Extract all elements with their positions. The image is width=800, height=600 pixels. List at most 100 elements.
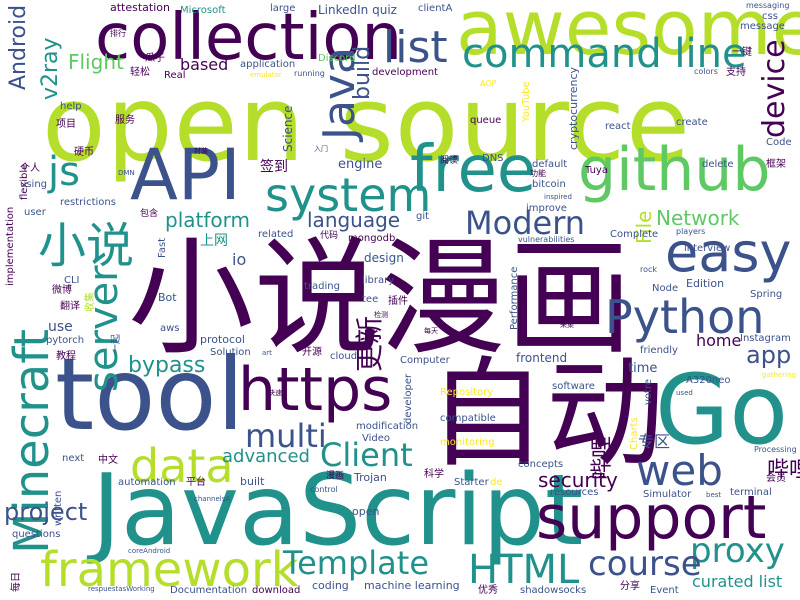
word-dmn: DMN [118, 169, 135, 177]
word-protocol: protocol [200, 333, 245, 346]
word-performance: Performance [509, 266, 520, 330]
word-art: art [262, 349, 272, 357]
word-collection: collection [95, 1, 403, 75]
word-home: home [696, 331, 742, 350]
word-automation: automation [118, 477, 176, 488]
word-time: time [628, 361, 658, 376]
word-processing: Processing [754, 445, 797, 454]
word-go: Go [655, 354, 789, 466]
word-framework: framework [40, 542, 299, 598]
word-respuestasworking: respuestasWorking [88, 585, 155, 593]
word-de: de [490, 477, 503, 488]
word-yuedu: 阅读 [440, 156, 459, 166]
word-queue: queue [470, 115, 502, 126]
word-related: related [258, 229, 294, 240]
word-channelsa: channelsA [194, 495, 231, 503]
word-cloud: cloud [330, 351, 358, 362]
word-huiyuan: 会员 [766, 473, 786, 484]
word-open-source: open source [42, 63, 691, 185]
word-geren: 个人 [20, 163, 40, 174]
word-caiji: 采集 [560, 321, 574, 329]
word-html: HTML [468, 547, 580, 593]
word-manhua-small: 漫画 [326, 471, 345, 481]
word-fast: Fast [157, 237, 168, 258]
word-starter: Starter [454, 477, 489, 488]
word-curated-list: curated list [692, 572, 783, 591]
word-fenxiang: 分享 [620, 581, 640, 592]
word-youxiu: 优秀 [478, 585, 498, 596]
word-app: app [746, 341, 792, 369]
word-restrictions: restrictions [60, 197, 116, 208]
word-shadowsocks: shadowsocks [520, 585, 587, 596]
word-microsoft: Microsoft [180, 5, 226, 16]
word-system: system [265, 168, 432, 222]
word-support: support [536, 483, 767, 553]
word-project: project [4, 498, 88, 526]
word-improve: improve [526, 203, 567, 214]
word-weibo: 微博 [52, 285, 72, 296]
word-simulator: Simulator [643, 489, 692, 500]
word-kaiyuan: 开源 [302, 347, 322, 358]
word-coding: coding [312, 579, 349, 592]
word-device: device [757, 39, 792, 138]
word-resources: resources [550, 487, 599, 498]
word-user: user [24, 207, 46, 218]
word-xiaoshuo: 小说 [38, 218, 135, 274]
word-messaging: messaging [746, 1, 790, 10]
word-tool: tool [55, 336, 245, 453]
word-zhichi: 支持 [726, 67, 746, 78]
word-css: css [762, 11, 778, 22]
word-machine-learning: machine learning [364, 579, 460, 592]
word-easy: easy [665, 221, 792, 284]
word-mongodb: mongodb [348, 233, 396, 244]
word-developer: developer [403, 373, 414, 424]
word-edition: Edition [686, 277, 725, 290]
word-kexue: 科学 [424, 469, 444, 480]
word-repository: Repository [440, 387, 494, 398]
word-chajian: 插件 [388, 296, 408, 307]
word-engine: engine [338, 157, 383, 172]
word-course: course [588, 544, 702, 584]
word-votre: votre [643, 378, 654, 405]
word-api: API [130, 134, 241, 216]
word-fuwu: 服务 [115, 115, 135, 126]
word-language: language [307, 208, 401, 232]
word-zhuanqu: 专区 [638, 432, 671, 451]
word-js: js [48, 149, 80, 195]
word-inspired: inspired [544, 193, 572, 201]
word-kuaisu: 快速 [268, 389, 282, 397]
word-large: large [270, 3, 296, 14]
word-best: best [706, 491, 722, 499]
word-bypass: bypass [128, 353, 206, 378]
word-open: open [352, 505, 380, 518]
word-yiqi: 一起 [111, 334, 122, 354]
word-trading: trading [304, 281, 340, 292]
word-modern: Modern [465, 204, 586, 242]
word-aop: AOP [480, 79, 497, 88]
word-next: next [62, 453, 85, 464]
word-jiaocheng: 教程 [56, 351, 76, 362]
word-guazi: 瓜子 [145, 53, 165, 64]
word-fengzhuang: 封装 [194, 147, 208, 155]
word-application: application [240, 59, 296, 70]
word-gongneng: 功能 [530, 169, 546, 178]
word-jiance: 检测 [374, 311, 388, 319]
word-awesome: awesome [456, 0, 800, 72]
word-aws: aws [160, 323, 180, 334]
word-youtube: YouTube [521, 81, 532, 122]
word-security: security [538, 468, 618, 492]
word-trojan: Trojan [354, 471, 387, 484]
word-friendly: friendly [640, 345, 678, 356]
word-io: io [232, 250, 247, 269]
word-solution: Solution [210, 347, 251, 358]
word-dns: DNS [482, 153, 504, 164]
word-create: create [676, 117, 708, 128]
word-event: Event [650, 585, 679, 596]
word-free: free [410, 133, 537, 207]
word-shouji: 收集 [85, 292, 96, 312]
word-gengxin: 更新 [353, 315, 386, 372]
word-client: Client [320, 436, 413, 474]
word-https: https [238, 355, 393, 425]
word-frontend: frontend [516, 351, 568, 365]
word-tee: tee [362, 294, 379, 305]
